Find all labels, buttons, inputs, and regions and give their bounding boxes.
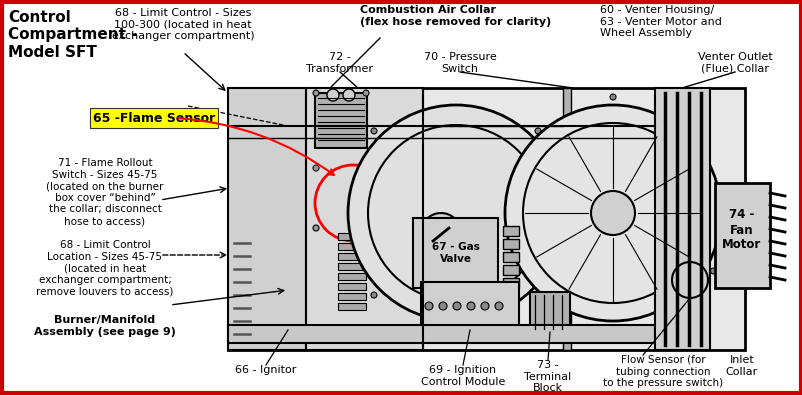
Text: 68 - Limit Control
Location - Sizes 45-75
(located in heat
exchanger compartment: 68 - Limit Control Location - Sizes 45-7… [36,240,173,296]
Circle shape [534,292,541,298]
Bar [314,93,367,148]
Circle shape [452,302,460,310]
Bar [338,253,366,260]
Text: 68 - Limit Control - Sizes
100-300 (located in heat
exchanger compartment): 68 - Limit Control - Sizes 100-300 (loca… [111,8,254,41]
Circle shape [467,302,475,310]
Bar [714,183,769,288]
Bar [412,218,497,288]
Bar [338,293,366,300]
Text: 70 - Pressure
Switch: 70 - Pressure Switch [423,52,496,73]
Bar [338,273,366,280]
Circle shape [439,302,447,310]
Circle shape [504,105,720,321]
Text: 72 -
Transformer: 72 - Transformer [306,52,373,73]
Bar [562,88,570,350]
Circle shape [371,292,376,298]
Bar [529,292,569,332]
Bar [502,265,518,275]
Text: 66 - Ignitor: 66 - Ignitor [235,365,296,375]
Circle shape [347,105,563,321]
Circle shape [313,90,318,96]
Bar [228,88,744,350]
Circle shape [610,94,615,100]
Circle shape [710,268,715,274]
Bar [502,252,518,262]
Bar [654,88,709,350]
Circle shape [313,225,318,231]
Text: 74 -
Fan
Motor: 74 - Fan Motor [722,209,760,252]
Circle shape [420,213,460,253]
Text: 73 -
Terminal
Block: 73 - Terminal Block [524,360,571,393]
Circle shape [326,89,338,101]
Text: Burner/Manifold
Assembly (see page 9): Burner/Manifold Assembly (see page 9) [34,315,176,337]
Bar [228,325,654,343]
Bar [502,278,518,288]
Bar [420,282,518,330]
Circle shape [371,128,376,134]
Text: 69 - Ignition
Control Module: 69 - Ignition Control Module [420,365,504,387]
Bar [228,88,306,350]
Text: Flow Sensor (for
tubing connection
to the pressure switch): Flow Sensor (for tubing connection to th… [602,355,722,388]
Circle shape [480,302,488,310]
Circle shape [671,262,707,298]
Circle shape [363,225,369,231]
Circle shape [590,191,634,235]
Bar [338,243,366,250]
Text: Combustion Air Collar
(flex hose removed for clarity): Combustion Air Collar (flex hose removed… [359,5,550,26]
Text: 71 - Flame Rollout
Switch - Sizes 45-75
(located on the burner
box cover “behind: 71 - Flame Rollout Switch - Sizes 45-75 … [47,158,164,226]
Bar [306,88,423,350]
Circle shape [424,302,432,310]
Circle shape [534,128,541,134]
Circle shape [363,90,369,96]
Circle shape [342,89,354,101]
Text: Inlet
Collar: Inlet Collar [725,355,757,376]
Circle shape [313,165,318,171]
Text: 67 - Gas
Valve: 67 - Gas Valve [431,242,479,264]
Text: Control
Compartment -
Model SFT: Control Compartment - Model SFT [8,10,137,60]
Bar [338,263,366,270]
Circle shape [443,291,467,315]
Text: Venter Outlet
(Flue) Collar: Venter Outlet (Flue) Collar [697,52,772,73]
Bar [338,303,366,310]
Bar [502,239,518,249]
Text: 65 -Flame Sensor: 65 -Flame Sensor [93,111,215,124]
Bar [338,233,366,240]
Circle shape [494,302,502,310]
Text: 60 - Venter Housing/
63 - Venter Motor and
Wheel Assembly: 60 - Venter Housing/ 63 - Venter Motor a… [599,5,721,38]
Bar [338,283,366,290]
Circle shape [509,268,515,274]
Circle shape [363,165,369,171]
Bar [502,226,518,236]
